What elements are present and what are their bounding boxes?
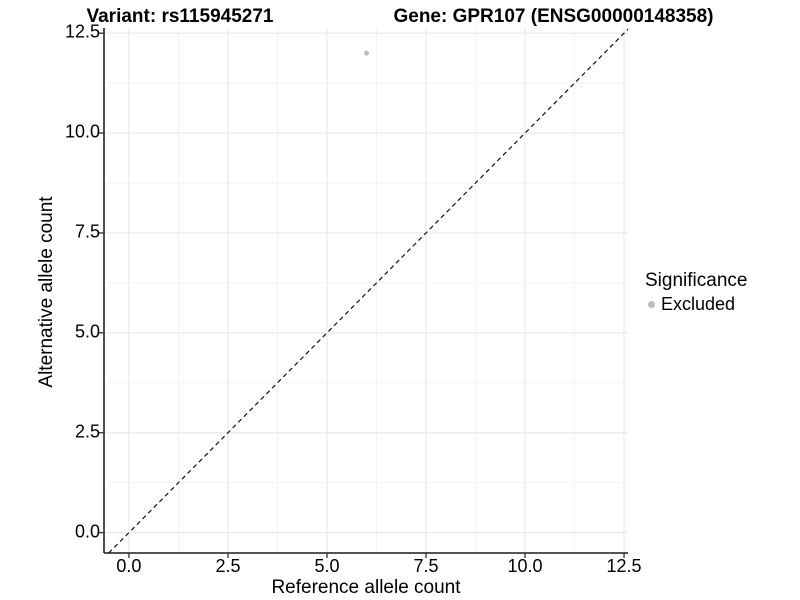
x-tick-label: 12.5 bbox=[606, 556, 642, 576]
plot-title-variant: Variant: rs115945271 bbox=[86, 6, 274, 27]
plot-title-gene: Gene: GPR107 (ENSG00000148358) bbox=[393, 6, 714, 27]
identity-line bbox=[108, 28, 629, 554]
x-tick-label: 10.0 bbox=[507, 556, 543, 576]
y-tick-label: 12.5 bbox=[64, 21, 100, 42]
legend-key-dot-icon bbox=[648, 301, 655, 308]
x-tick-label: 2.5 bbox=[215, 556, 241, 576]
y-tick-label: 0.0 bbox=[74, 521, 100, 542]
y-tick-label: 2.5 bbox=[74, 421, 100, 442]
legend-item-excluded: Excluded bbox=[645, 294, 747, 315]
plot-title: Variant: rs115945271 Gene: GPR107 (ENSG0… bbox=[0, 6, 800, 28]
y-axis-title: Alternative allele count bbox=[36, 196, 57, 388]
y-tick-label: 7.5 bbox=[74, 221, 100, 242]
y-tick-label: 10.0 bbox=[64, 121, 100, 142]
data-point bbox=[364, 50, 370, 56]
legend: Significance Excluded bbox=[645, 270, 747, 315]
legend-item-label: Excluded bbox=[661, 294, 736, 314]
x-tick-label: 5.0 bbox=[314, 556, 340, 576]
x-tick-label: 7.5 bbox=[413, 556, 439, 576]
x-axis-title: Reference allele count bbox=[271, 577, 461, 598]
x-tick-label: 0.0 bbox=[116, 556, 142, 576]
legend-title: Significance bbox=[645, 270, 748, 291]
y-tick-label: 5.0 bbox=[74, 321, 100, 342]
